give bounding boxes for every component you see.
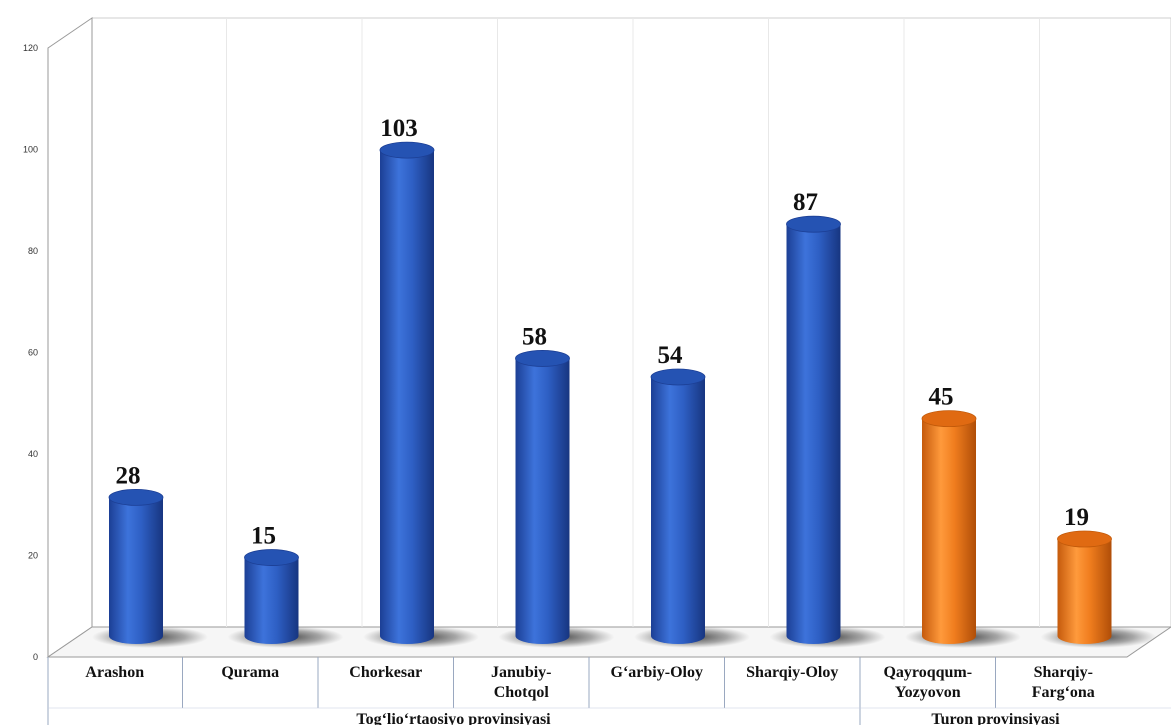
category-label: Janubiy- <box>491 664 551 681</box>
value-label: 45 <box>929 384 954 411</box>
bar-top <box>922 411 976 427</box>
bar-top <box>651 369 705 385</box>
y-tick-label: 80 <box>28 246 38 256</box>
bar <box>380 150 434 644</box>
bar <box>516 358 570 644</box>
y-tick-label: 0 <box>33 652 38 662</box>
bar <box>922 419 976 644</box>
value-label: 103 <box>380 115 418 142</box>
category-label: G‘arbiy-Oloy <box>611 664 703 681</box>
bar-top <box>245 550 299 566</box>
y-tick-label: 40 <box>28 449 38 459</box>
group-label: Turon provinsiyasi <box>931 711 1060 725</box>
bar <box>109 497 163 644</box>
value-label: 19 <box>1064 504 1089 531</box>
value-label: 15 <box>251 523 276 550</box>
category-label: Sharqiy-Oloy <box>746 664 838 681</box>
bar <box>1058 539 1112 644</box>
bar-top <box>1058 531 1112 547</box>
value-label: 58 <box>522 323 547 350</box>
category-label: Yozyovon <box>895 684 961 701</box>
group-label: Tog‘lio‘rtaosiyo provinsiyasi <box>356 711 551 725</box>
bar <box>651 377 705 644</box>
bar-top <box>380 142 434 158</box>
bar-top <box>787 216 841 232</box>
side-wall <box>48 18 92 657</box>
y-tick-label: 100 <box>23 145 38 155</box>
category-label: Chorkesar <box>349 664 422 681</box>
value-label: 87 <box>793 189 818 216</box>
category-label: Farg‘ona <box>1032 684 1095 701</box>
value-label: 54 <box>658 342 684 369</box>
y-tick-label: 20 <box>28 551 38 561</box>
y-tick-label: 60 <box>28 348 38 358</box>
value-label: 28 <box>116 462 141 489</box>
category-label: Qurama <box>221 664 279 681</box>
bar-top <box>516 350 570 366</box>
y-tick-label: 120 <box>23 43 38 53</box>
category-label: Qayroqqum- <box>883 664 972 681</box>
bar-top <box>109 489 163 505</box>
category-label: Chotqol <box>494 684 550 701</box>
category-label: Sharqiy- <box>1034 664 1093 681</box>
bar <box>245 558 299 644</box>
bar <box>787 224 841 644</box>
category-label: Arashon <box>85 664 144 681</box>
